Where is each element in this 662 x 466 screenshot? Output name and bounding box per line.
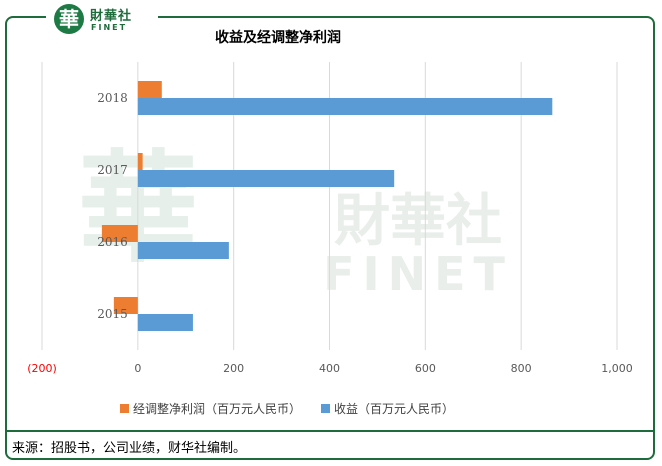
watermark-en: FINET: [323, 247, 513, 301]
x-tick-label: 400: [319, 362, 340, 375]
legend-label-revenue: 收益（百万元人民币）: [334, 402, 455, 416]
x-tick-label: (200): [27, 362, 57, 375]
chart-frame: [5, 16, 655, 460]
watermark-cn: 財華社: [334, 189, 502, 254]
y-category-label: 2016: [97, 235, 128, 249]
x-tick-label: 800: [511, 362, 532, 375]
bar-adjusted-net-profit: [137, 81, 162, 98]
x-tick-label: 200: [223, 362, 244, 375]
bar-adjusted-net-profit: [101, 225, 138, 242]
source-divider: [7, 430, 653, 432]
legend-swatch-revenue: [321, 404, 331, 413]
y-category-label: 2015: [97, 307, 128, 321]
x-tick-label: 0: [134, 362, 141, 375]
brand-logo-mark: 華: [54, 4, 84, 34]
legend-swatch-adjusted-net-profit: [120, 404, 129, 413]
bar-adjusted-net-profit: [113, 297, 138, 314]
bar-revenue: [137, 98, 553, 115]
x-tick-label: 600: [415, 362, 436, 375]
bar-adjusted-net-profit: [137, 153, 143, 170]
y-category-label: 2018: [97, 91, 128, 105]
source-note: 来源：招股书，公司业绩，财华社编制。: [12, 441, 247, 456]
brand-logo: 華 財華社 FINET: [46, 2, 158, 38]
brand-logo-en: FINET: [91, 23, 128, 32]
y-category-label: 2017: [97, 163, 128, 177]
x-tick-label: 1,000: [601, 362, 633, 375]
brand-logo-cn: 財華社: [90, 9, 133, 24]
bar-revenue: [137, 242, 229, 259]
legend-item-revenue: 收益（百万元人民币）: [321, 400, 454, 417]
bar-revenue: [137, 314, 193, 331]
bar-revenue: [137, 170, 395, 187]
chart-title: 收益及经调整净利润: [215, 30, 341, 46]
legend-label-adjusted-net-profit: 经调整净利润（百万元人民币）: [133, 402, 302, 416]
legend-item-adjusted-net-profit: 经调整净利润（百万元人民币）: [120, 400, 301, 417]
chart-legend: 经调整净利润（百万元人民币） 收益（百万元人民币）: [120, 400, 454, 417]
